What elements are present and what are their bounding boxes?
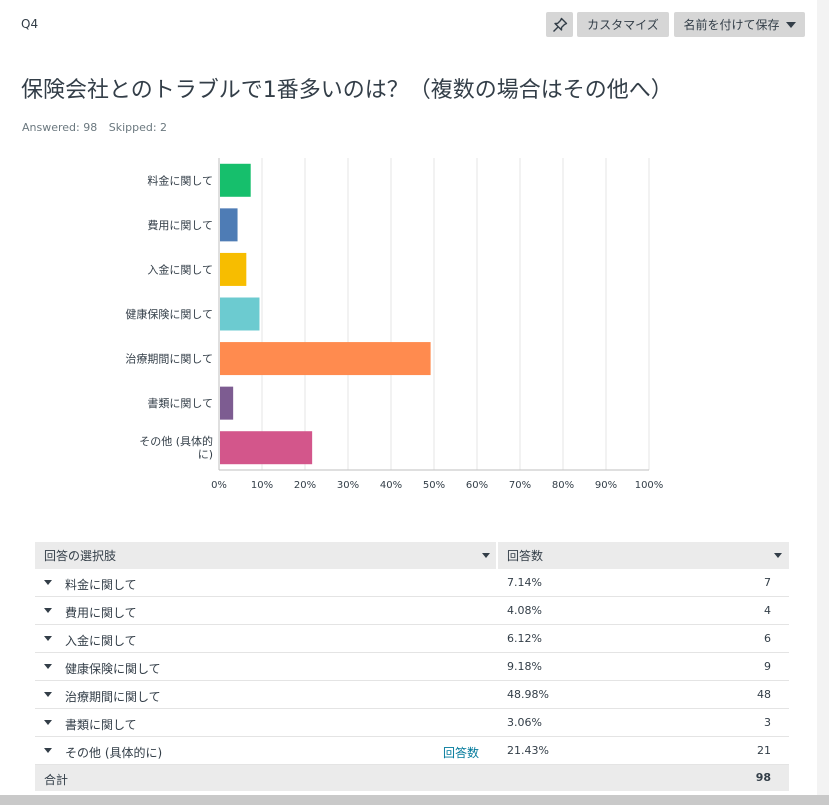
total-row: 合計 98 xyxy=(35,765,789,791)
y-tick-label: 料金に関して xyxy=(147,173,213,187)
table-row: 料金に関して 7.14% 7 xyxy=(35,569,789,597)
bar[interactable] xyxy=(220,342,431,376)
choice-percent: 3.06% xyxy=(507,716,542,729)
choice-label: 入金に関して xyxy=(65,634,137,648)
total-label: 合計 xyxy=(44,773,69,787)
table-row: 書類に関して 3.06% 3 xyxy=(35,709,789,737)
x-tick-label: 60% xyxy=(466,480,488,491)
choice-percent: 7.14% xyxy=(507,576,542,589)
x-tick-label: 50% xyxy=(423,480,445,491)
bar[interactable] xyxy=(220,252,247,286)
bar[interactable] xyxy=(220,163,251,197)
y-tick-label: 入金に関して xyxy=(147,262,213,276)
question-title: 保険会社とのトラブルで1番多いのは？（複数の場合はその他へ） xyxy=(21,78,673,103)
choice-label: 治療期間に関して xyxy=(65,690,161,704)
x-tick-label: 10% xyxy=(251,480,273,491)
answered-count: Answered: 98 xyxy=(22,121,98,134)
expand-caret-icon[interactable] xyxy=(44,580,52,585)
bar-chart: 0% 10% 20% 30% 40% 50% 60% 70% 80% 90% 100% 料金に関して費… xyxy=(125,158,664,491)
choice-percent: 48.98% xyxy=(507,688,549,701)
question-number: Q4 xyxy=(21,17,39,31)
expand-caret-icon[interactable] xyxy=(44,636,52,641)
choice-label: その他 (具体的に) xyxy=(65,746,163,760)
choice-label: 料金に関して xyxy=(65,578,137,592)
choice-count: 48 xyxy=(757,688,771,701)
table-row: 健康保険に関して 9.18% 9 xyxy=(35,653,789,681)
question-card: Q4 カスタマイズ 名前を付けて保存 保険会社とのトラブルで1番多いのは？（複数… xyxy=(0,0,817,795)
expand-caret-icon[interactable] xyxy=(44,748,52,753)
y-tick-label: 治療期間に関して xyxy=(125,352,213,366)
expand-caret-icon[interactable] xyxy=(44,720,52,725)
bar[interactable] xyxy=(220,431,313,465)
table-row: 費用に関して 4.08% 4 xyxy=(35,597,789,625)
y-tick-label: 費用に関して xyxy=(147,218,213,232)
response-stats: Answered: 98 Skipped: 2 xyxy=(22,121,175,134)
choice-label: 書類に関して xyxy=(65,718,137,732)
choice-percent: 21.43% xyxy=(507,744,549,757)
skipped-count: Skipped: 2 xyxy=(108,121,168,134)
table-row: その他 (具体的に) 回答数 21.43% 21 xyxy=(35,737,789,765)
x-tick-label: 0% xyxy=(211,480,227,491)
choice-label: 費用に関して xyxy=(65,606,137,620)
table-row: 入金に関して 6.12% 6 xyxy=(35,625,789,653)
table-body: 料金に関して 7.14% 7 費用に関して 4.08% 4 入金に関して 6.12% 6 健康保険… xyxy=(35,569,789,765)
x-tick-label: 90% xyxy=(595,480,617,491)
x-tick-label: 70% xyxy=(509,480,531,491)
y-tick-label: その他 (具体的 xyxy=(139,434,213,448)
horizontal-scrollbar[interactable] xyxy=(0,795,829,805)
x-tick-label: 20% xyxy=(294,480,316,491)
x-tick-label: 100% xyxy=(635,480,664,491)
chevron-down-icon xyxy=(785,21,796,28)
choice-count: 21 xyxy=(757,744,771,757)
choice-percent: 9.18% xyxy=(507,660,542,673)
save-as-button[interactable]: 名前を付けて保存 xyxy=(674,12,805,37)
choice-percent: 4.08% xyxy=(507,604,542,617)
choice-count: 7 xyxy=(764,576,771,589)
table-row: 治療期間に関して 48.98% 48 xyxy=(35,681,789,709)
x-tick-label: 40% xyxy=(380,480,402,491)
bar[interactable] xyxy=(220,386,234,420)
choice-percent: 6.12% xyxy=(507,632,542,645)
choice-count: 9 xyxy=(764,660,771,673)
bar[interactable] xyxy=(220,297,260,331)
x-tick-label: 30% xyxy=(337,480,359,491)
save-as-label: 名前を付けて保存 xyxy=(683,18,780,32)
bar[interactable] xyxy=(220,208,238,242)
responses-header[interactable]: 回答数 xyxy=(507,549,544,563)
sort-caret-icon[interactable] xyxy=(774,553,782,558)
y-tick-label: 健康保険に関して xyxy=(125,307,213,321)
total-count: 98 xyxy=(755,771,771,784)
choice-count: 4 xyxy=(764,604,771,617)
choice-label: 健康保険に関して xyxy=(65,662,161,676)
sort-caret-icon[interactable] xyxy=(482,553,490,558)
choice-count: 6 xyxy=(764,632,771,645)
expand-caret-icon[interactable] xyxy=(44,692,52,697)
pin-icon xyxy=(552,17,567,32)
expand-caret-icon[interactable] xyxy=(44,608,52,613)
customize-button[interactable]: カスタマイズ xyxy=(577,12,669,37)
answer-choices-header[interactable]: 回答の選択肢 xyxy=(44,549,117,563)
customize-label: カスタマイズ xyxy=(587,18,659,32)
table-header: 回答の選択肢 回答数 xyxy=(35,542,789,569)
pin-button[interactable] xyxy=(546,12,573,37)
y-tick-label: 書類に関して xyxy=(147,396,213,410)
responses-link[interactable]: 回答数 xyxy=(443,746,480,760)
expand-caret-icon[interactable] xyxy=(44,664,52,669)
choice-count: 3 xyxy=(764,716,771,729)
y-tick-label: に) xyxy=(198,448,213,461)
results-table: 回答の選択肢 回答数 料金に関して 7.14% 7 費用に関して 4.08% 4 入金に関し… xyxy=(35,542,789,791)
x-tick-label: 80% xyxy=(552,480,574,491)
